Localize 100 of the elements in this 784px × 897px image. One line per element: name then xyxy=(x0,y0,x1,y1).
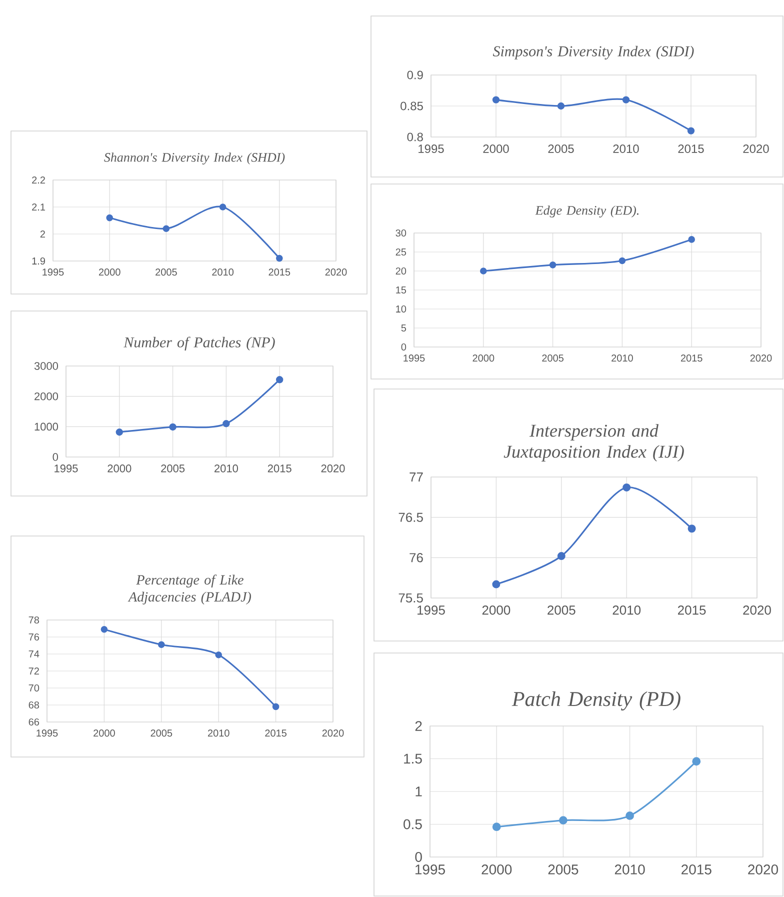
point xyxy=(492,96,500,104)
y-tick-label: 2 xyxy=(415,721,422,731)
y-tick-label: 72 xyxy=(28,668,39,674)
point xyxy=(622,96,630,104)
chart-title: Interspersion and Juxtaposition Index (IJI) xyxy=(504,424,684,462)
y-tick-label: 5 xyxy=(401,324,406,332)
y-tick-label: 0 xyxy=(401,343,406,351)
chart-title: Shannon's Diversity Index (SHDI) xyxy=(104,152,285,164)
y-tick-label: 2.1 xyxy=(32,204,45,210)
x-tick-label: 2020 xyxy=(321,464,345,472)
x-tick-label: 1995 xyxy=(42,268,64,276)
y-tick-label: 77 xyxy=(410,472,423,482)
x-tick-label: 2005 xyxy=(548,864,578,874)
x-tick-label: 1995 xyxy=(36,730,58,737)
y-tick-label: 0 xyxy=(415,852,422,862)
y-tick-label: 0.85 xyxy=(400,102,423,110)
x-tick-label: 2000 xyxy=(94,730,115,737)
y-tick-label: 2.2 xyxy=(32,176,45,184)
x-tick-label: 2000 xyxy=(482,606,510,615)
point xyxy=(557,552,566,560)
y-tick-label: 70 xyxy=(28,684,40,692)
point xyxy=(106,214,113,222)
y-tick-label: 15 xyxy=(396,286,406,294)
point xyxy=(219,204,226,210)
x-tick-label: 2010 xyxy=(214,464,238,472)
point xyxy=(692,757,701,766)
y-tick-label: 3000 xyxy=(34,362,58,370)
y-tick-label: 75.5 xyxy=(398,593,423,603)
x-tick-label: 2000 xyxy=(108,464,132,472)
chart-title: Edge Density (ED). xyxy=(535,206,638,218)
x-tick-label: 2020 xyxy=(322,730,344,737)
x-tick-label: 2020 xyxy=(325,268,347,276)
y-tick-label: 1000 xyxy=(34,422,58,431)
x-tick-label: 2015 xyxy=(265,730,286,737)
y-tick-label: 10 xyxy=(396,305,406,313)
x-tick-label: 2005 xyxy=(548,144,574,154)
y-tick-label: 1.5 xyxy=(404,754,422,764)
point xyxy=(558,816,568,825)
point xyxy=(688,524,696,533)
point xyxy=(215,651,222,658)
x-tick-label: 2000 xyxy=(482,864,512,874)
point xyxy=(480,268,487,274)
x-tick-label: 2015 xyxy=(678,144,704,154)
y-tick-label: 2 xyxy=(40,230,45,238)
y-tick-label: 1 xyxy=(416,786,422,796)
point xyxy=(222,420,230,428)
y-tick-label: 0.5 xyxy=(404,819,422,830)
y-tick-label: 0 xyxy=(52,453,58,461)
y-tick-label: 25 xyxy=(396,248,406,256)
point xyxy=(492,580,500,588)
point xyxy=(276,254,283,262)
x-tick-label: 2010 xyxy=(612,354,633,362)
point xyxy=(158,641,165,648)
chart-title: Number of Patches (NP) xyxy=(124,336,275,350)
point xyxy=(687,127,695,134)
x-tick-label: 2005 xyxy=(150,730,172,737)
x-tick-label: 2005 xyxy=(161,464,185,472)
point xyxy=(162,225,170,232)
y-tick-label: 74 xyxy=(28,650,40,658)
x-tick-label: 1995 xyxy=(404,354,425,362)
point xyxy=(116,428,123,436)
x-tick-label: 2020 xyxy=(743,144,769,154)
x-tick-label: 2010 xyxy=(212,268,234,276)
x-tick-label: 2000 xyxy=(483,144,509,154)
point xyxy=(549,262,556,268)
point xyxy=(100,626,108,633)
x-tick-label: 2020 xyxy=(750,354,772,362)
y-tick-label: 2000 xyxy=(34,392,58,400)
point xyxy=(618,257,626,264)
chart-title: Percentage of Like Adjacencies (PLADJ) xyxy=(128,574,251,604)
x-tick-label: 2015 xyxy=(678,606,706,615)
x-tick-label: 1995 xyxy=(415,864,445,874)
y-tick-label: 76 xyxy=(28,633,40,641)
chart-title: Simpson's Diversity Index (SIDI) xyxy=(492,46,694,60)
point xyxy=(492,822,501,832)
point xyxy=(626,812,634,820)
x-tick-label: 1995 xyxy=(54,464,78,472)
y-tick-label: 0.8 xyxy=(407,132,423,142)
x-tick-label: 2005 xyxy=(156,268,177,276)
point xyxy=(169,423,176,431)
y-tick-label: 78 xyxy=(28,616,40,624)
x-tick-label: 2015 xyxy=(268,268,290,276)
x-tick-label: 2015 xyxy=(268,464,292,472)
x-tick-label: 2015 xyxy=(680,354,702,362)
x-tick-label: 1995 xyxy=(418,144,444,154)
point xyxy=(272,703,280,710)
x-tick-label: 2000 xyxy=(472,354,494,362)
point xyxy=(557,102,565,110)
x-tick-label: 2010 xyxy=(614,864,645,874)
x-tick-label: 2005 xyxy=(542,354,564,362)
y-tick-label: 20 xyxy=(396,267,406,275)
point xyxy=(276,376,284,384)
x-tick-label: 2010 xyxy=(613,144,639,154)
y-tick-label: 68 xyxy=(28,701,40,709)
y-tick-label: 66 xyxy=(28,718,40,726)
x-tick-label: 2020 xyxy=(748,864,778,874)
point xyxy=(622,483,631,492)
y-tick-label: 76 xyxy=(410,553,423,562)
x-tick-label: 2010 xyxy=(208,730,230,737)
y-tick-label: 0.9 xyxy=(407,70,423,80)
